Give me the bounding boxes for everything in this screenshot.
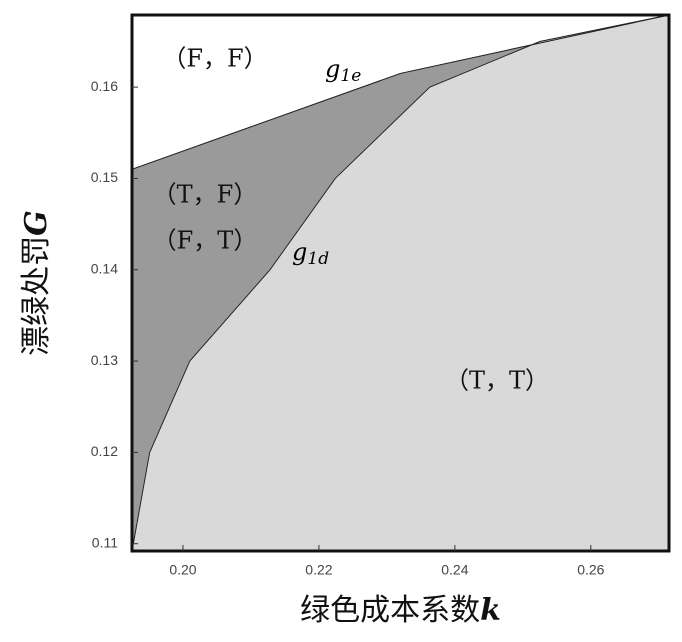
x-tick-label: 0.26 [577, 562, 604, 578]
region-label: （T，F） [153, 181, 258, 209]
x-tick-label: 0.20 [169, 562, 196, 578]
region-label: （F，T） [153, 227, 258, 255]
x-axis-title-var: k [480, 593, 501, 628]
curve [131, 14, 670, 170]
region-label: （F，F） [162, 45, 267, 73]
x-axis-title: 绿色成本系数k [300, 593, 501, 628]
curve [131, 14, 670, 552]
y-tick-label: 0.16 [91, 78, 118, 94]
curve-label: g1e [325, 55, 361, 86]
y-axis-title: 漂绿处罚G [19, 210, 54, 356]
curve-label-sub: 1e [340, 66, 361, 86]
x-axis-title-text: 绿色成本系数 [300, 593, 480, 628]
plot-frame [130, 13, 671, 553]
y-tick-label: 0.12 [91, 443, 118, 459]
curve-label-name: g [292, 238, 307, 266]
curve-label-name: g [325, 55, 340, 83]
y-axis-title-text: 漂绿处罚 [19, 236, 54, 356]
curve-label-sub: 1d [307, 249, 329, 269]
curve-label: g1d [292, 238, 329, 269]
x-tick-label: 0.24 [441, 562, 468, 578]
x-tick-label: 0.22 [305, 562, 332, 578]
region-label: （T，T） [445, 367, 549, 395]
y-tick-label: 0.13 [91, 352, 118, 368]
y-tick-label: 0.11 [92, 534, 118, 550]
y-axis-title-var: G [19, 210, 54, 236]
y-tick-label: 0.14 [91, 260, 118, 276]
y-tick-label: 0.15 [91, 169, 118, 185]
